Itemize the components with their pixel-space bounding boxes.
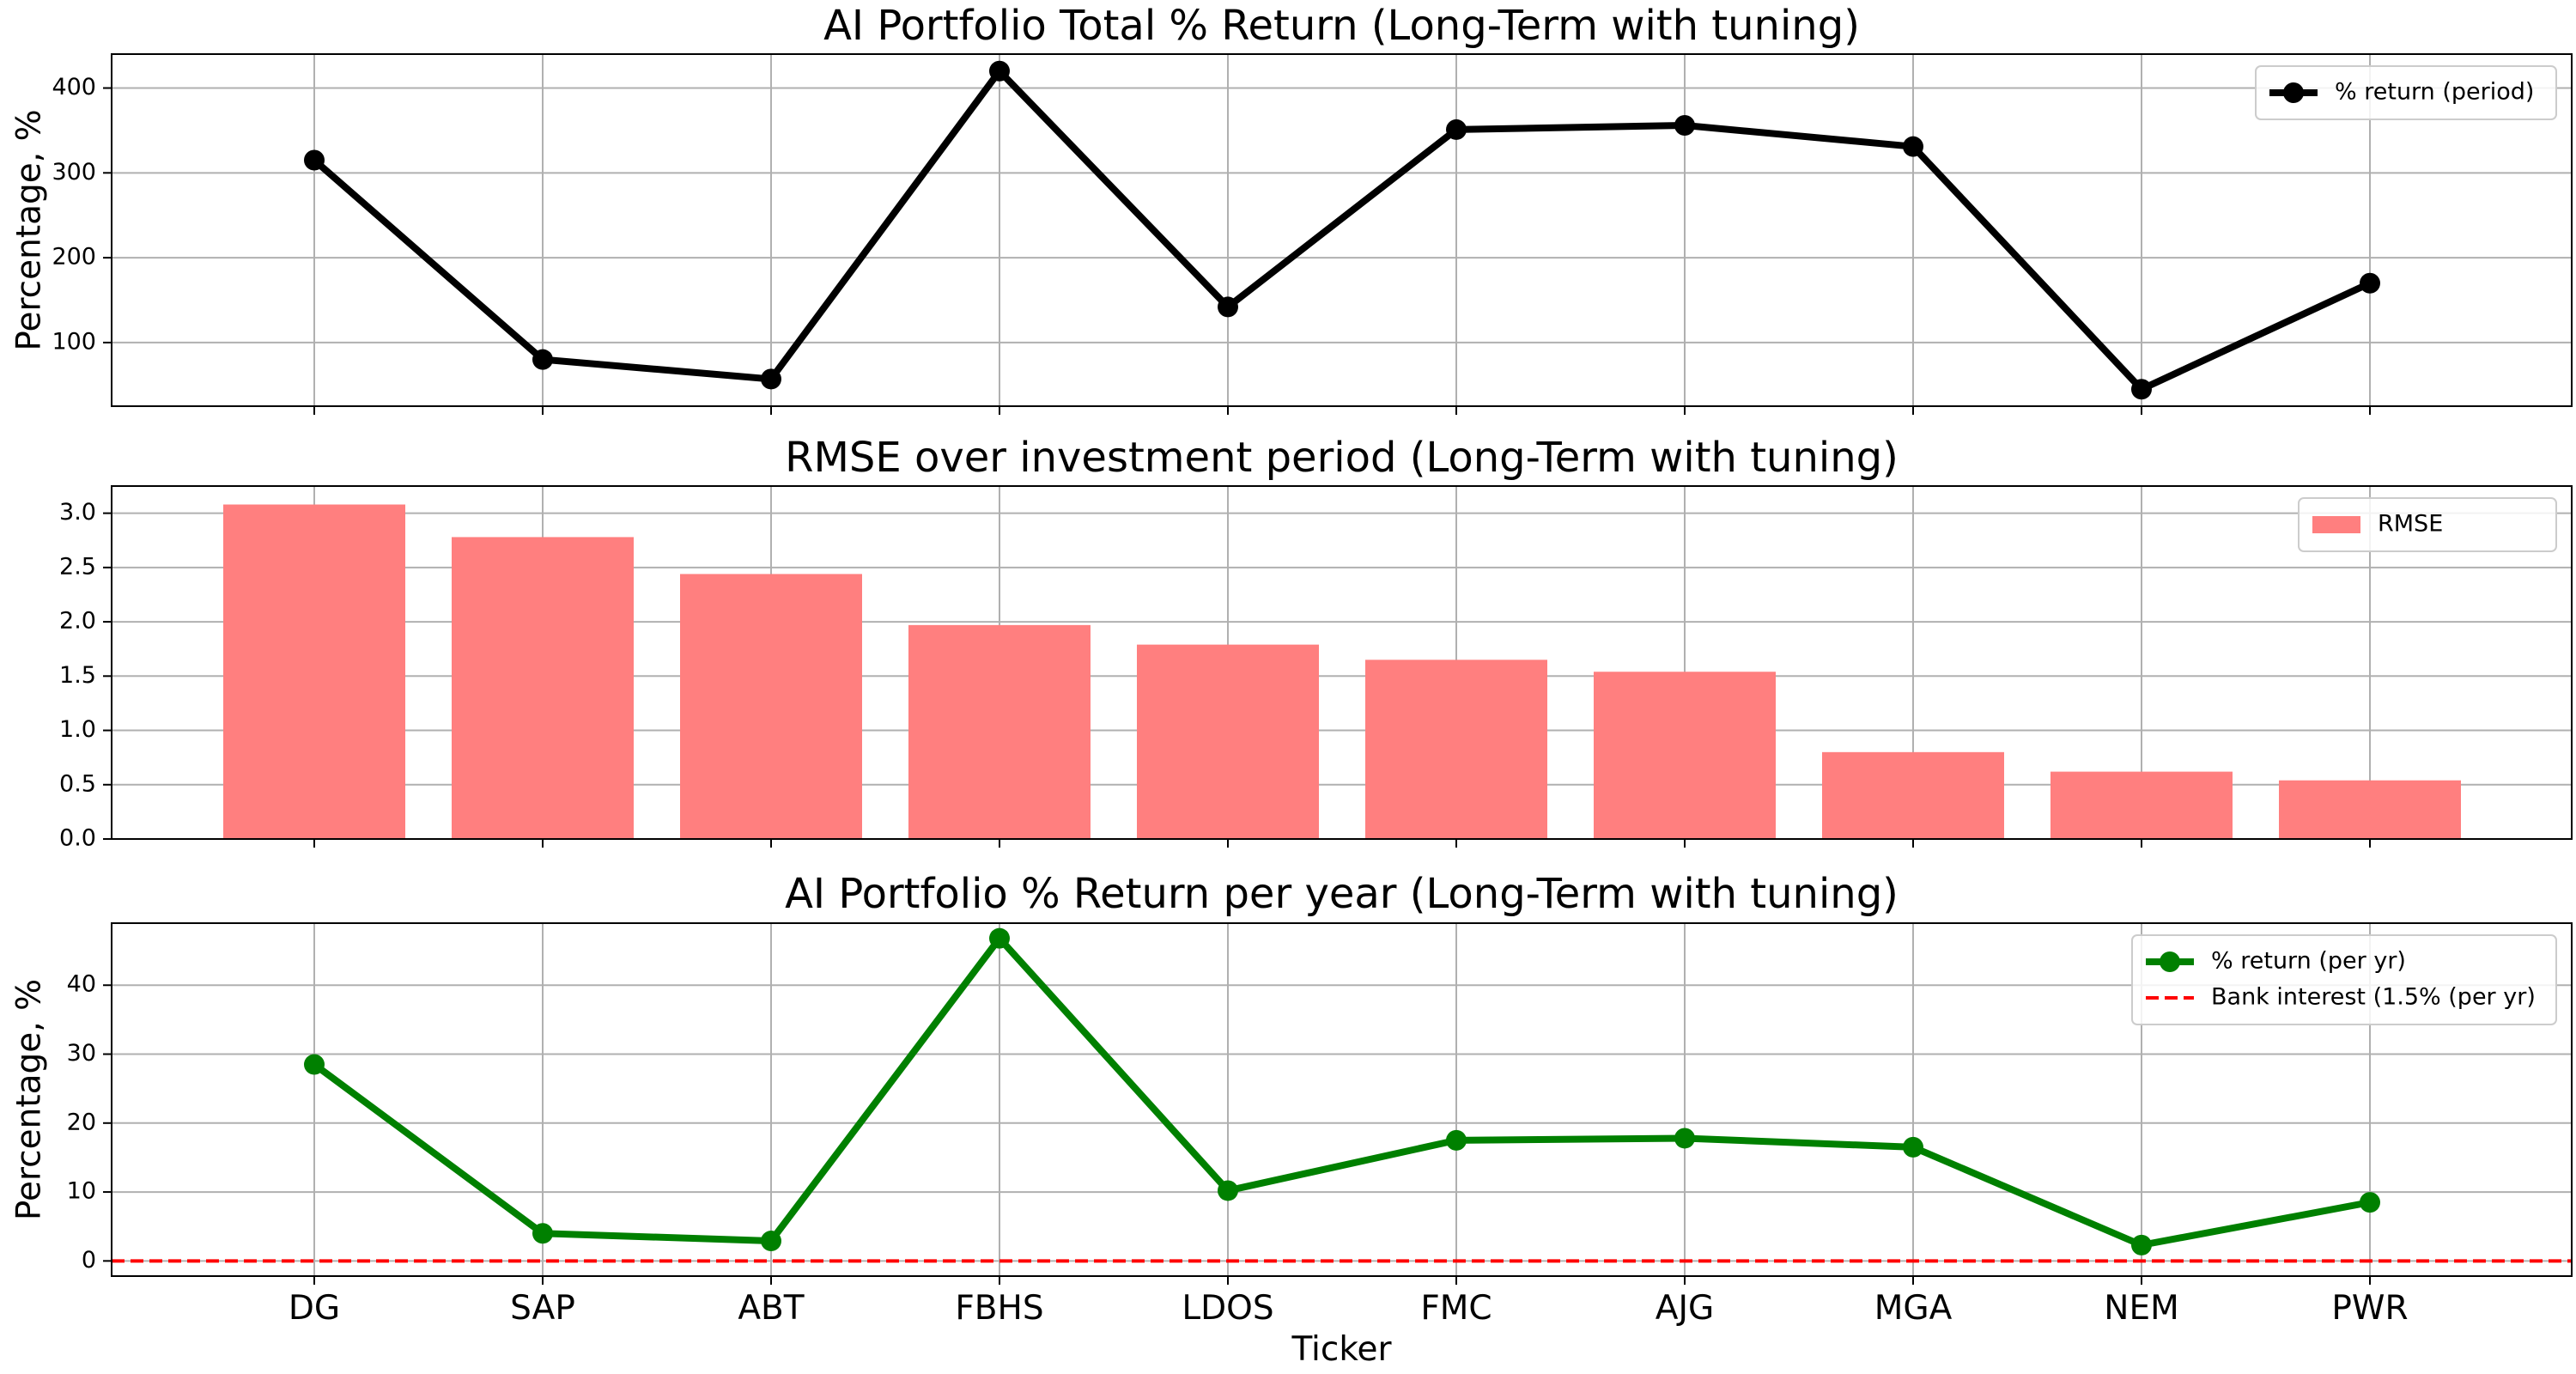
legend-box — [2255, 65, 2557, 120]
bar — [2279, 780, 2461, 839]
x-tick-label: FBHS — [955, 1289, 1043, 1328]
data-point — [2360, 1192, 2380, 1213]
y-axis-label: Percentage, % — [10, 979, 49, 1220]
y-tick-label: 40 — [67, 971, 96, 998]
x-tick-label: DG — [289, 1289, 340, 1328]
y-tick-label: 2.0 — [59, 608, 96, 635]
x-tick-label: ABT — [738, 1289, 804, 1328]
legend-label: RMSE — [2378, 511, 2443, 538]
data-point — [761, 1231, 781, 1252]
panel-return-per-year: AI Portfolio % Return per year (Long-Ter… — [10, 870, 2573, 1369]
bar — [1594, 672, 1776, 839]
plot-frame — [111, 485, 2573, 840]
data-point — [2131, 379, 2152, 400]
data-point — [1446, 1129, 1467, 1151]
y-tick-label: 400 — [52, 74, 96, 100]
legend: RMSE — [2298, 497, 2557, 552]
legend-box — [2298, 497, 2557, 552]
y-tick-label: 200 — [52, 244, 96, 271]
x-tick-label: LDOS — [1182, 1289, 1273, 1328]
panel-title: AI Portfolio Total % Return (Long-Term w… — [823, 2, 1860, 50]
legend-swatch — [2312, 516, 2360, 533]
data-point — [1446, 119, 1467, 140]
bar — [223, 504, 405, 839]
y-tick-label: 1.5 — [59, 662, 96, 689]
x-tick-label: SAP — [510, 1289, 575, 1328]
legend-marker — [2160, 951, 2180, 972]
data-point — [1218, 1180, 1238, 1201]
bar — [680, 574, 862, 839]
data-point — [989, 927, 1010, 949]
plot-frame — [111, 53, 2573, 407]
y-tick-label: 0.0 — [59, 825, 96, 852]
y-tick-label: 30 — [67, 1040, 96, 1067]
bar — [452, 537, 634, 839]
legend-label: % return (per yr) — [2211, 948, 2406, 975]
data-point — [532, 349, 553, 370]
y-tick-label: 3.0 — [59, 499, 96, 526]
y-axis-label: Percentage, % — [10, 109, 49, 350]
bar — [1822, 751, 2004, 839]
legend-label: Bank interest (1.5% (per yr) — [2211, 984, 2536, 1011]
data-point — [1903, 1136, 1923, 1158]
y-tick-label: 300 — [52, 159, 96, 185]
panel-total-return: AI Portfolio Total % Return (Long-Term w… — [10, 2, 2573, 415]
y-tick-label: 0.5 — [59, 770, 96, 797]
x-axis-label: Ticker — [1291, 1330, 1392, 1369]
y-tick-label: 0 — [82, 1247, 96, 1274]
data-point — [304, 149, 325, 171]
bar — [1137, 644, 1319, 839]
data-point — [1674, 114, 1695, 136]
data-point — [1218, 296, 1238, 318]
series-line — [312, 67, 2372, 393]
legend-box — [2131, 934, 2557, 1025]
bar — [2050, 771, 2233, 839]
x-tick-label: AJG — [1656, 1289, 1714, 1328]
bar — [1365, 660, 1547, 839]
data-point — [304, 1054, 325, 1075]
x-tick-label: PWR — [2331, 1289, 2408, 1328]
data-point — [761, 368, 781, 390]
data-point — [532, 1223, 553, 1244]
bar — [908, 624, 1091, 839]
y-tick-label: 20 — [67, 1109, 96, 1135]
x-tick-label: FMC — [1420, 1289, 1492, 1328]
y-tick-label: 2.5 — [59, 553, 96, 580]
panel-rmse: RMSE over investment period (Long-Term w… — [59, 434, 2573, 852]
data-point — [2131, 1234, 2152, 1255]
legend: % return (per yr) Bank interest (1.5% (pe… — [2131, 934, 2557, 1025]
legend: % return (period) — [2255, 65, 2557, 120]
y-tick-label: 10 — [67, 1178, 96, 1205]
data-point — [1903, 136, 1923, 157]
legend-marker — [2283, 82, 2304, 103]
panel-title: AI Portfolio % Return per year (Long-Ter… — [785, 870, 1899, 918]
data-point — [1674, 1128, 1695, 1149]
series-line — [312, 934, 2371, 1249]
panel-title: RMSE over investment period (Long-Term w… — [785, 434, 1899, 482]
x-tick-label: MGA — [1874, 1289, 1953, 1328]
x-tick-label: NEM — [2104, 1289, 2178, 1328]
legend-label: % return (period) — [2335, 79, 2534, 106]
data-point — [2360, 272, 2380, 294]
data-point — [989, 60, 1010, 82]
y-tick-label: 100 — [52, 328, 96, 355]
plot-frame — [111, 922, 2573, 1277]
y-tick-label: 1.0 — [59, 716, 96, 743]
